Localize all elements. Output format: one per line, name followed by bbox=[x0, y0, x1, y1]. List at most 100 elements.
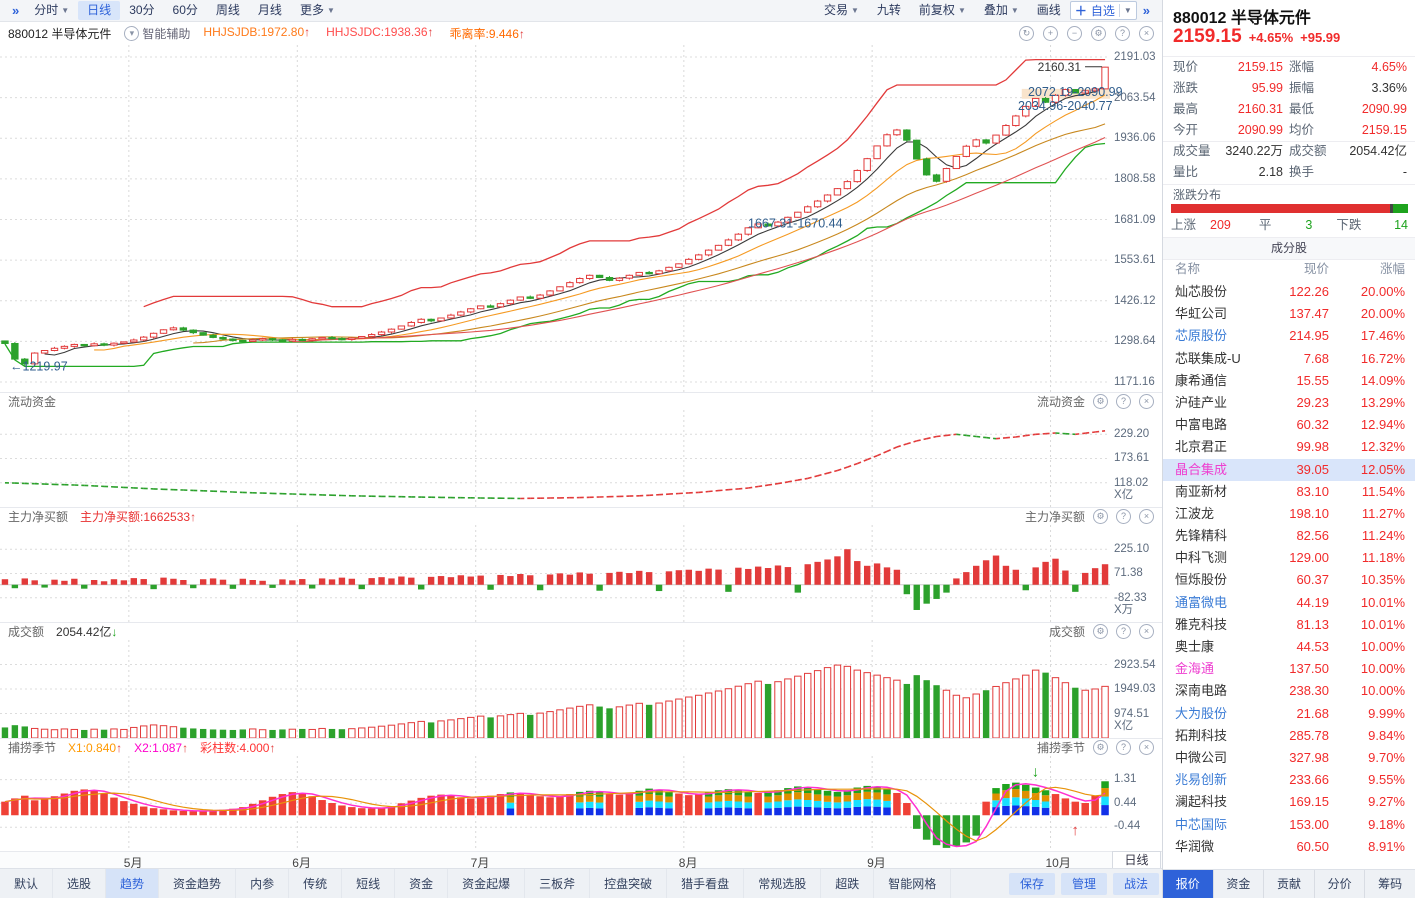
chevron-down-icon: ▼ bbox=[326, 6, 335, 15]
stock-row-南亚新材[interactable]: 南亚新材 83.10 11.54% bbox=[1175, 483, 1405, 499]
strategy-tab-趋势[interactable]: 趋势 bbox=[106, 868, 160, 898]
button-战法[interactable]: 战法 bbox=[1112, 872, 1159, 895]
settings-icon[interactable]: ⚙ bbox=[1093, 509, 1108, 524]
axis-label: X亿 bbox=[1114, 720, 1134, 732]
stock-row-金海通[interactable]: 金海通 137.50 10.00% bbox=[1175, 661, 1405, 677]
strategy-tab-猎手看盘[interactable]: 猎手看盘 bbox=[667, 868, 745, 898]
period-item-月线[interactable]: 月线 bbox=[257, 3, 282, 17]
strategy-tab-三板斧[interactable]: 三板斧 bbox=[525, 868, 591, 898]
settings-icon[interactable]: ⚙ bbox=[1091, 26, 1106, 41]
period-item-周线[interactable]: 周线 bbox=[215, 3, 240, 17]
strategy-tab-常规选股[interactable]: 常规选股 bbox=[744, 868, 822, 898]
stock-row-江波龙[interactable]: 江波龙 198.10 11.27% bbox=[1175, 505, 1405, 521]
quote-tab-报价[interactable]: 报价 bbox=[1163, 870, 1213, 898]
smart-assist-toggle[interactable]: ▾ 智能辅助 bbox=[124, 25, 190, 42]
stock-row-奥士康[interactable]: 奥士康 44.53 10.00% bbox=[1175, 639, 1405, 654]
stock-row-拓荆科技[interactable]: 拓荆科技 285.78 9.84% bbox=[1175, 727, 1405, 743]
month-label: 8月 bbox=[678, 856, 698, 870]
tool-expand-icon[interactable]: » bbox=[1142, 3, 1150, 18]
strategy-tab-超跌[interactable]: 超跌 bbox=[821, 868, 875, 898]
strategy-tab-默认[interactable]: 默认 bbox=[0, 868, 54, 898]
month-label: 9月 bbox=[867, 856, 886, 870]
tool-item-画线[interactable]: 画线 bbox=[1036, 3, 1061, 17]
svg-text:←1219.97: ←1219.97 bbox=[10, 359, 68, 373]
stock-row-中芯国际[interactable]: 中芯国际 153.00 9.18% bbox=[1175, 816, 1405, 832]
stock-row-芯原股份[interactable]: 芯原股份 214.95 17.46% bbox=[1175, 328, 1405, 344]
stock-row-康希通信[interactable]: 康希通信 15.55 14.09% bbox=[1175, 372, 1405, 388]
strategy-tab-传统[interactable]: 传统 bbox=[289, 868, 343, 898]
stock-row-北京君正[interactable]: 北京君正 99.98 12.32% bbox=[1175, 439, 1405, 455]
refresh-icon[interactable]: ↻ bbox=[1019, 26, 1034, 41]
stock-row-晶合集成[interactable]: 晶合集成 39.05 12.05% bbox=[1163, 458, 1415, 481]
stock-row-中富电路[interactable]: 中富电路 60.32 12.94% bbox=[1175, 417, 1405, 433]
period-expand-icon[interactable]: » bbox=[12, 3, 20, 18]
settings-icon[interactable]: ⚙ bbox=[1093, 740, 1108, 755]
stock-row-深南电路[interactable]: 深南电路 238.30 10.00% bbox=[1175, 683, 1405, 699]
quote-tab-贡献[interactable]: 贡献 bbox=[1263, 870, 1314, 898]
close-icon[interactable]: × bbox=[1139, 740, 1154, 755]
close-icon[interactable]: × bbox=[1139, 394, 1154, 409]
add-watchlist-button[interactable]: ＋自选 ▼ bbox=[1069, 1, 1137, 20]
period-item-分时[interactable]: 分时 ▼ bbox=[25, 1, 78, 20]
tool-item-前复权[interactable]: 前复权 ▼ bbox=[910, 1, 975, 20]
strategy-tab-智能网格[interactable]: 智能网格 bbox=[874, 868, 952, 898]
strategy-tab-控盘突破[interactable]: 控盘突破 bbox=[590, 868, 668, 898]
stock-row-沪硅产业[interactable]: 沪硅产业 29.23 13.29% bbox=[1175, 394, 1405, 410]
help-icon[interactable]: ? bbox=[1116, 394, 1131, 409]
help-icon[interactable]: ? bbox=[1116, 740, 1131, 755]
strategy-tab-资金起爆[interactable]: 资金起爆 bbox=[448, 868, 526, 898]
stock-row-大为股份[interactable]: 大为股份 21.68 9.99% bbox=[1175, 705, 1405, 721]
tool-item-叠加[interactable]: 叠加 ▼ bbox=[975, 1, 1028, 20]
stock-row-灿芯股份[interactable]: 灿芯股份 122.26 20.00% bbox=[1175, 284, 1405, 299]
quote-tab-分价[interactable]: 分价 bbox=[1313, 870, 1365, 898]
button-管理[interactable]: 管理 bbox=[1060, 872, 1107, 895]
stock-row-中科飞测[interactable]: 中科飞测 129.00 11.18% bbox=[1175, 550, 1405, 566]
stock-row-中微公司[interactable]: 中微公司 327.98 9.70% bbox=[1175, 749, 1405, 765]
axis-label: 225.10 bbox=[1114, 543, 1150, 555]
month-label: 7月 bbox=[470, 856, 490, 870]
period-item-60分[interactable]: 60分 bbox=[172, 3, 198, 17]
strategy-tab-内参[interactable]: 内参 bbox=[236, 868, 290, 898]
close-icon[interactable]: × bbox=[1139, 624, 1154, 639]
stock-row-雅克科技[interactable]: 雅克科技 81.13 10.01% bbox=[1175, 616, 1405, 632]
close-icon[interactable]: × bbox=[1139, 26, 1154, 41]
indicator-value: HHJSJDB:1972.80↑ bbox=[203, 25, 311, 39]
axis-label: 229.20 bbox=[1114, 428, 1150, 440]
tool-item-九转[interactable]: 九转 bbox=[876, 3, 901, 17]
stat-量比: 量比 2.18 bbox=[1173, 165, 1283, 179]
stock-row-华虹公司[interactable]: 华虹公司 137.47 20.00% bbox=[1175, 306, 1405, 322]
tool-item-交易[interactable]: 交易 ▼ bbox=[815, 1, 868, 20]
period-item-30分[interactable]: 30分 bbox=[129, 3, 155, 17]
stock-row-通富微电[interactable]: 通富微电 44.19 10.01% bbox=[1175, 594, 1405, 610]
help-icon[interactable]: ? bbox=[1115, 26, 1130, 41]
button-保存[interactable]: 保存 bbox=[1008, 872, 1055, 895]
strategy-tab-资金[interactable]: 资金 bbox=[395, 868, 449, 898]
strategy-tab-资金趋势[interactable]: 资金趋势 bbox=[159, 868, 237, 898]
stock-row-华润微[interactable]: 华润微 60.50 8.91% bbox=[1175, 838, 1405, 854]
quote-tab-筹码[interactable]: 筹码 bbox=[1364, 870, 1415, 898]
help-icon[interactable]: ? bbox=[1116, 624, 1131, 639]
zoom-in-icon[interactable]: + bbox=[1043, 26, 1058, 41]
period-item-更多[interactable]: 更多 ▼ bbox=[291, 1, 344, 20]
constituents-title: 成分股 bbox=[1163, 237, 1415, 260]
stock-row-先锋精科[interactable]: 先锋精科 82.56 11.24% bbox=[1175, 528, 1405, 544]
stock-row-恒烁股份[interactable]: 恒烁股份 60.37 10.35% bbox=[1175, 572, 1405, 588]
stock-row-澜起科技[interactable]: 澜起科技 169.15 9.27% bbox=[1175, 794, 1405, 810]
strategy-tab-短线[interactable]: 短线 bbox=[342, 868, 396, 898]
help-icon[interactable]: ? bbox=[1116, 509, 1131, 524]
period-tab[interactable]: 日线 bbox=[1112, 851, 1161, 868]
stock-row-芯联集成-U[interactable]: 芯联集成-U 7.68 16.72% bbox=[1175, 350, 1405, 366]
period-item-日线[interactable]: 日线 bbox=[78, 1, 121, 20]
quote-tab-资金[interactable]: 资金 bbox=[1212, 870, 1264, 898]
down-bar-segment bbox=[1393, 204, 1408, 213]
settings-icon[interactable]: ⚙ bbox=[1093, 394, 1108, 409]
axis-label: 2063.54 bbox=[1114, 91, 1156, 104]
quote-price: 2159.15 +4.65% +95.99 bbox=[1173, 26, 1341, 47]
month-label: 10月 bbox=[1045, 856, 1071, 870]
chevron-down-icon: ▾ bbox=[124, 26, 140, 41]
zoom-out-icon[interactable]: − bbox=[1067, 26, 1082, 41]
close-icon[interactable]: × bbox=[1139, 509, 1154, 524]
stock-row-兆易创新[interactable]: 兆易创新 233.66 9.55% bbox=[1175, 772, 1405, 788]
strategy-tab-选股[interactable]: 选股 bbox=[53, 868, 107, 898]
settings-icon[interactable]: ⚙ bbox=[1093, 624, 1108, 639]
